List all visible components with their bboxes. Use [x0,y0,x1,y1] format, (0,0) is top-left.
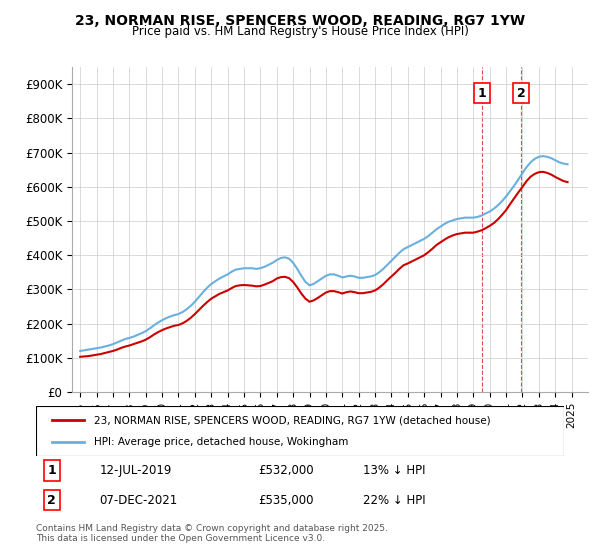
FancyBboxPatch shape [36,406,564,456]
Text: 1: 1 [478,87,487,100]
Text: Price paid vs. HM Land Registry's House Price Index (HPI): Price paid vs. HM Land Registry's House … [131,25,469,38]
Text: 22% ↓ HPI: 22% ↓ HPI [364,494,426,507]
Text: 2: 2 [47,494,56,507]
Text: 1: 1 [47,464,56,477]
Text: £532,000: £532,000 [258,464,313,477]
Text: HPI: Average price, detached house, Wokingham: HPI: Average price, detached house, Woki… [94,437,349,447]
Text: 23, NORMAN RISE, SPENCERS WOOD, READING, RG7 1YW: 23, NORMAN RISE, SPENCERS WOOD, READING,… [75,14,525,28]
Text: 12-JUL-2019: 12-JUL-2019 [100,464,172,477]
Text: £535,000: £535,000 [258,494,313,507]
Text: 13% ↓ HPI: 13% ↓ HPI [364,464,426,477]
Text: Contains HM Land Registry data © Crown copyright and database right 2025.
This d: Contains HM Land Registry data © Crown c… [36,524,388,543]
Text: 2: 2 [517,87,526,100]
Text: 07-DEC-2021: 07-DEC-2021 [100,494,178,507]
Text: 23, NORMAN RISE, SPENCERS WOOD, READING, RG7 1YW (detached house): 23, NORMAN RISE, SPENCERS WOOD, READING,… [94,415,491,425]
